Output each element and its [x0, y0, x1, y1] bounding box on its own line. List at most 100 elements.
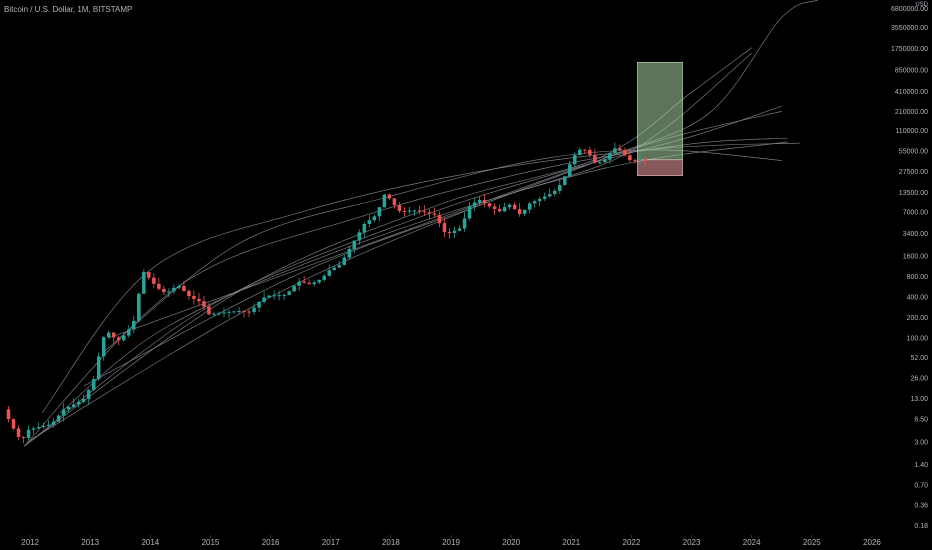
y-tick-6800000.00: 6800000.00 [891, 6, 928, 13]
candle-body [167, 291, 171, 293]
candle-body [172, 287, 176, 292]
candle-body [502, 207, 507, 212]
candle-body [31, 428, 36, 430]
y-tick-210000.00: 210000.00 [895, 109, 928, 116]
candle-body [357, 232, 362, 241]
candle-body [262, 297, 266, 302]
candle-body [522, 209, 527, 214]
candle-body [61, 409, 66, 416]
candle-body [217, 313, 221, 315]
y-tick-400.00: 400.00 [907, 294, 929, 301]
candle-body [633, 160, 637, 162]
y-tick-52.00: 52.00 [910, 355, 928, 362]
candle-body [267, 295, 271, 298]
candle-body [327, 270, 331, 276]
candle-body [71, 404, 76, 407]
candle-body [272, 295, 276, 297]
candle-body [342, 257, 347, 265]
candle-body [277, 295, 281, 297]
candle-body [152, 277, 156, 284]
candle-body [282, 294, 286, 296]
x-tick-2013: 2013 [81, 538, 99, 547]
candle-body [537, 198, 542, 202]
candle-body [51, 421, 56, 425]
position-zones [637, 61, 683, 176]
candle-body [593, 154, 597, 163]
candle-body [427, 212, 432, 214]
fib-arc-3 [23, 105, 782, 447]
y-tick-13500.00: 13500.00 [899, 190, 928, 197]
candle-body [598, 162, 602, 164]
y-tick-800.00: 800.00 [907, 274, 929, 281]
x-tick-2015: 2015 [202, 538, 220, 547]
y-tick-3400.00: 3400.00 [903, 231, 928, 238]
y-axis[interactable]: 6800000.00 3550000.00 1750000.00 850000.00 4… [891, 6, 928, 530]
candle-body [137, 293, 141, 321]
stop-zone [637, 159, 683, 176]
candle-body [292, 285, 296, 292]
candle-body [392, 198, 397, 206]
candle-body [16, 428, 21, 437]
y-tick-3.00: 3.00 [914, 439, 928, 446]
candle-body [91, 379, 96, 390]
candle-body [41, 425, 46, 428]
candle-body [182, 285, 186, 291]
candle-body [472, 202, 477, 207]
candle-body [512, 204, 517, 210]
candle-body [36, 427, 41, 429]
fib-arc-0 [23, 137, 788, 447]
candle-body [447, 231, 452, 234]
fibonacci-arcs [23, 0, 818, 447]
chart-title: Bitcoin / U.S. Dollar, 1M, BITSTAMP [4, 5, 133, 14]
candle-body [367, 220, 372, 224]
y-tick-0.36: 0.36 [914, 502, 928, 509]
candle-body [202, 301, 206, 307]
candle-body [638, 159, 642, 161]
candle-body [482, 199, 487, 204]
candle-body [603, 159, 607, 163]
candle-body [457, 228, 462, 231]
y-tick-410000.00: 410000.00 [895, 89, 928, 96]
candle-body [307, 282, 311, 285]
fib-arc-1 [41, 142, 800, 414]
x-axis: 2012 2013 2014 2015 2016 2017 2018 2019 2020 2021… [21, 535, 881, 547]
y-tick-100.00: 100.00 [907, 336, 929, 343]
fib-arc-7 [108, 111, 782, 339]
candle-body [96, 356, 101, 380]
candle-body [347, 249, 352, 258]
candle-body [6, 409, 11, 420]
y-tick-200.00: 200.00 [907, 315, 929, 322]
candle-body [26, 429, 31, 438]
candle-body [517, 209, 522, 214]
target-zone [637, 61, 683, 161]
candle-body [337, 264, 342, 268]
x-tick-2014: 2014 [141, 538, 159, 547]
candle-body [402, 210, 407, 212]
y-tick-110000.00: 110000.00 [895, 128, 928, 135]
candle-body [643, 159, 647, 162]
candle-body [497, 208, 502, 212]
candle-body [412, 210, 417, 212]
candle-body [332, 267, 337, 271]
candle-body [563, 176, 567, 186]
candle-body [317, 279, 321, 283]
candle-body [177, 285, 181, 288]
y-tick-13.00: 13.00 [910, 396, 928, 403]
candle-body [417, 210, 422, 212]
y-tick-0.70: 0.70 [914, 483, 928, 490]
candle-body [117, 337, 121, 341]
candle-body [207, 306, 211, 315]
currency-label: USD [915, 2, 928, 8]
candle-body [372, 216, 377, 221]
candle-body [362, 223, 367, 233]
candle-body [387, 194, 392, 199]
candle-body [608, 153, 612, 160]
candle-body [312, 282, 316, 285]
candle-body [442, 223, 447, 232]
candle-body [507, 204, 512, 208]
candle-body [452, 230, 457, 234]
candle-body [623, 150, 627, 156]
candle-body [422, 211, 427, 213]
candle-body [297, 281, 301, 286]
